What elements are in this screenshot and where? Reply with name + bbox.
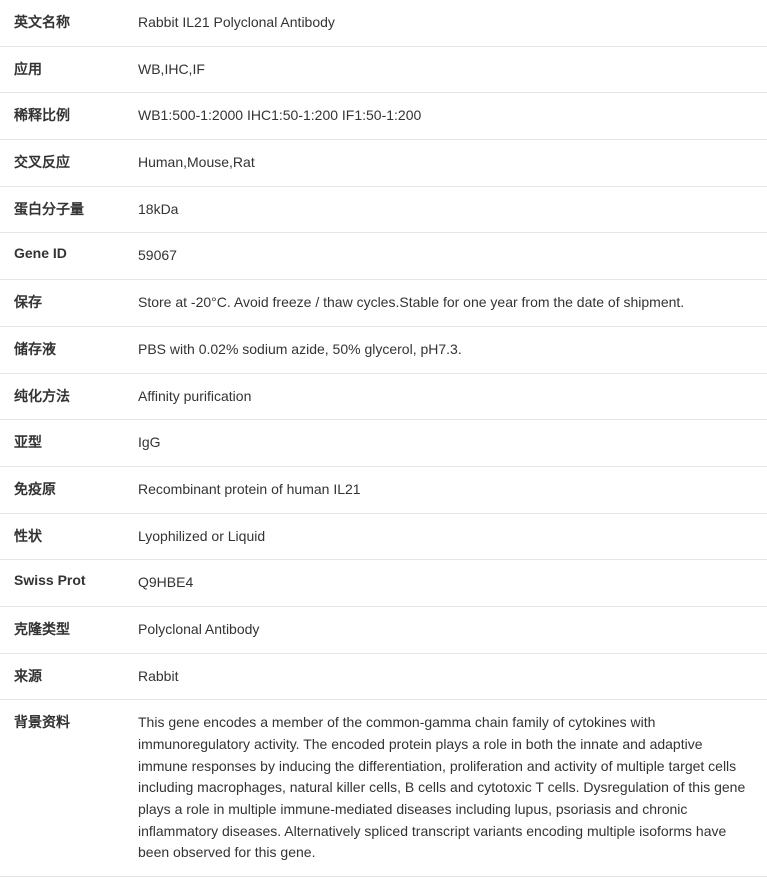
table-row: 来源Rabbit [0,653,767,700]
spec-label: Swiss Prot [0,560,130,607]
spec-table: 英文名称Rabbit IL21 Polyclonal Antibody应用WB,… [0,0,767,877]
table-row: 免疫原Recombinant protein of human IL21 [0,466,767,513]
spec-label: Gene ID [0,233,130,280]
table-row: 英文名称Rabbit IL21 Polyclonal Antibody [0,0,767,46]
spec-label: 亚型 [0,420,130,467]
spec-value: Polyclonal Antibody [130,606,767,653]
spec-label: 蛋白分子量 [0,186,130,233]
spec-value: Affinity purification [130,373,767,420]
table-row: Gene ID59067 [0,233,767,280]
spec-label: 稀释比例 [0,93,130,140]
spec-value: Rabbit IL21 Polyclonal Antibody [130,0,767,46]
spec-label: 来源 [0,653,130,700]
spec-label: 纯化方法 [0,373,130,420]
spec-label: 储存液 [0,326,130,373]
spec-label: 克隆类型 [0,606,130,653]
spec-value: IgG [130,420,767,467]
spec-value: Human,Mouse,Rat [130,140,767,187]
spec-value: This gene encodes a member of the common… [130,700,767,877]
table-row: 背景资料This gene encodes a member of the co… [0,700,767,877]
table-row: 克隆类型Polyclonal Antibody [0,606,767,653]
table-row: 应用WB,IHC,IF [0,46,767,93]
spec-label: 英文名称 [0,0,130,46]
spec-value: 59067 [130,233,767,280]
spec-value: 18kDa [130,186,767,233]
table-row: 蛋白分子量18kDa [0,186,767,233]
table-row: 交叉反应Human,Mouse,Rat [0,140,767,187]
table-row: 亚型IgG [0,420,767,467]
spec-value: Lyophilized or Liquid [130,513,767,560]
spec-value: Q9HBE4 [130,560,767,607]
spec-label: 免疫原 [0,466,130,513]
spec-label: 背景资料 [0,700,130,877]
spec-value: Recombinant protein of human IL21 [130,466,767,513]
table-row: 性状Lyophilized or Liquid [0,513,767,560]
spec-value: PBS with 0.02% sodium azide, 50% glycero… [130,326,767,373]
spec-label: 交叉反应 [0,140,130,187]
spec-label: 性状 [0,513,130,560]
table-row: Swiss ProtQ9HBE4 [0,560,767,607]
spec-label: 应用 [0,46,130,93]
table-row: 保存Store at -20°C. Avoid freeze / thaw cy… [0,280,767,327]
spec-value: Store at -20°C. Avoid freeze / thaw cycl… [130,280,767,327]
table-row: 储存液PBS with 0.02% sodium azide, 50% glyc… [0,326,767,373]
table-row: 稀释比例WB1:500-1:2000 IHC1:50-1:200 IF1:50-… [0,93,767,140]
spec-value: WB1:500-1:2000 IHC1:50-1:200 IF1:50-1:20… [130,93,767,140]
spec-value: Rabbit [130,653,767,700]
spec-table-body: 英文名称Rabbit IL21 Polyclonal Antibody应用WB,… [0,0,767,877]
table-row: 纯化方法Affinity purification [0,373,767,420]
spec-label: 保存 [0,280,130,327]
spec-value: WB,IHC,IF [130,46,767,93]
